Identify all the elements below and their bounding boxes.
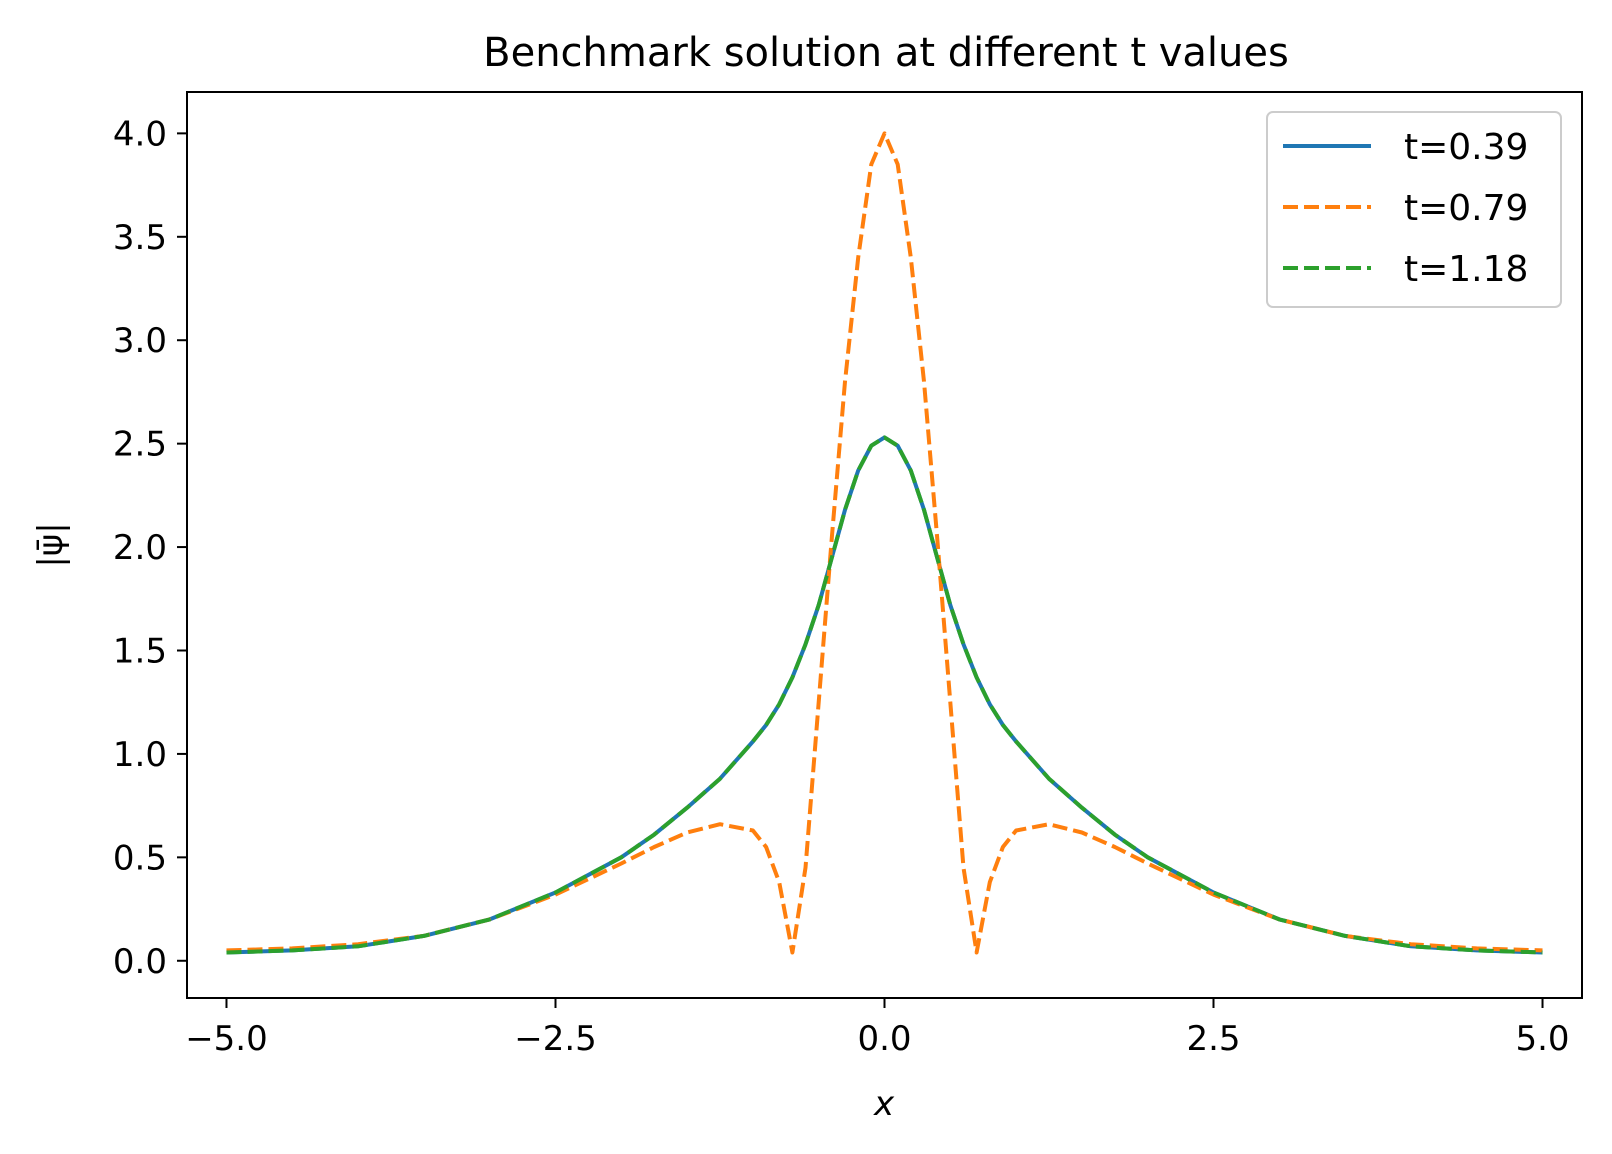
legend-label-0: t=0.39 <box>1404 127 1528 168</box>
x-tick-label: 5.0 <box>1515 1019 1569 1059</box>
legend: t=0.39 t=0.79 t=1.18 <box>1266 111 1562 308</box>
x-tick-label: 2.5 <box>1186 1019 1240 1059</box>
legend-label-2: t=1.18 <box>1404 249 1528 290</box>
chart-title: Benchmark solution at different t values <box>483 30 1289 76</box>
x-axis: −5.0 −2.5 0.0 2.5 5.0 <box>185 998 1570 1059</box>
series-line-2 <box>226 435 1543 955</box>
y-axis: 0.0 0.5 1.0 1.5 2.0 2.5 3.0 3.5 4.0 <box>113 114 187 982</box>
y-tick-label: 0.0 <box>113 942 167 982</box>
legend-label-1: t=0.79 <box>1404 188 1528 229</box>
y-tick-label: 3.0 <box>113 321 167 361</box>
x-tick-label: −5.0 <box>185 1019 268 1059</box>
y-tick-label: 2.5 <box>113 425 167 465</box>
y-tick-label: 1.0 <box>113 735 167 775</box>
y-tick-label: 3.5 <box>113 218 167 258</box>
series-layer <box>226 131 1543 955</box>
x-tick-label: −2.5 <box>514 1019 597 1059</box>
y-tick-label: 2.0 <box>113 528 167 568</box>
y-tick-label: 0.5 <box>113 838 167 878</box>
y-tick-label: 4.0 <box>113 114 167 154</box>
legend-box <box>1266 111 1562 308</box>
x-tick-label: 0.0 <box>857 1019 911 1059</box>
series-line-1 <box>226 131 1543 955</box>
x-axis-label: x <box>873 1084 895 1124</box>
y-axis-label: |ψ̄| <box>31 522 71 567</box>
y-tick-label: 1.5 <box>113 631 167 671</box>
